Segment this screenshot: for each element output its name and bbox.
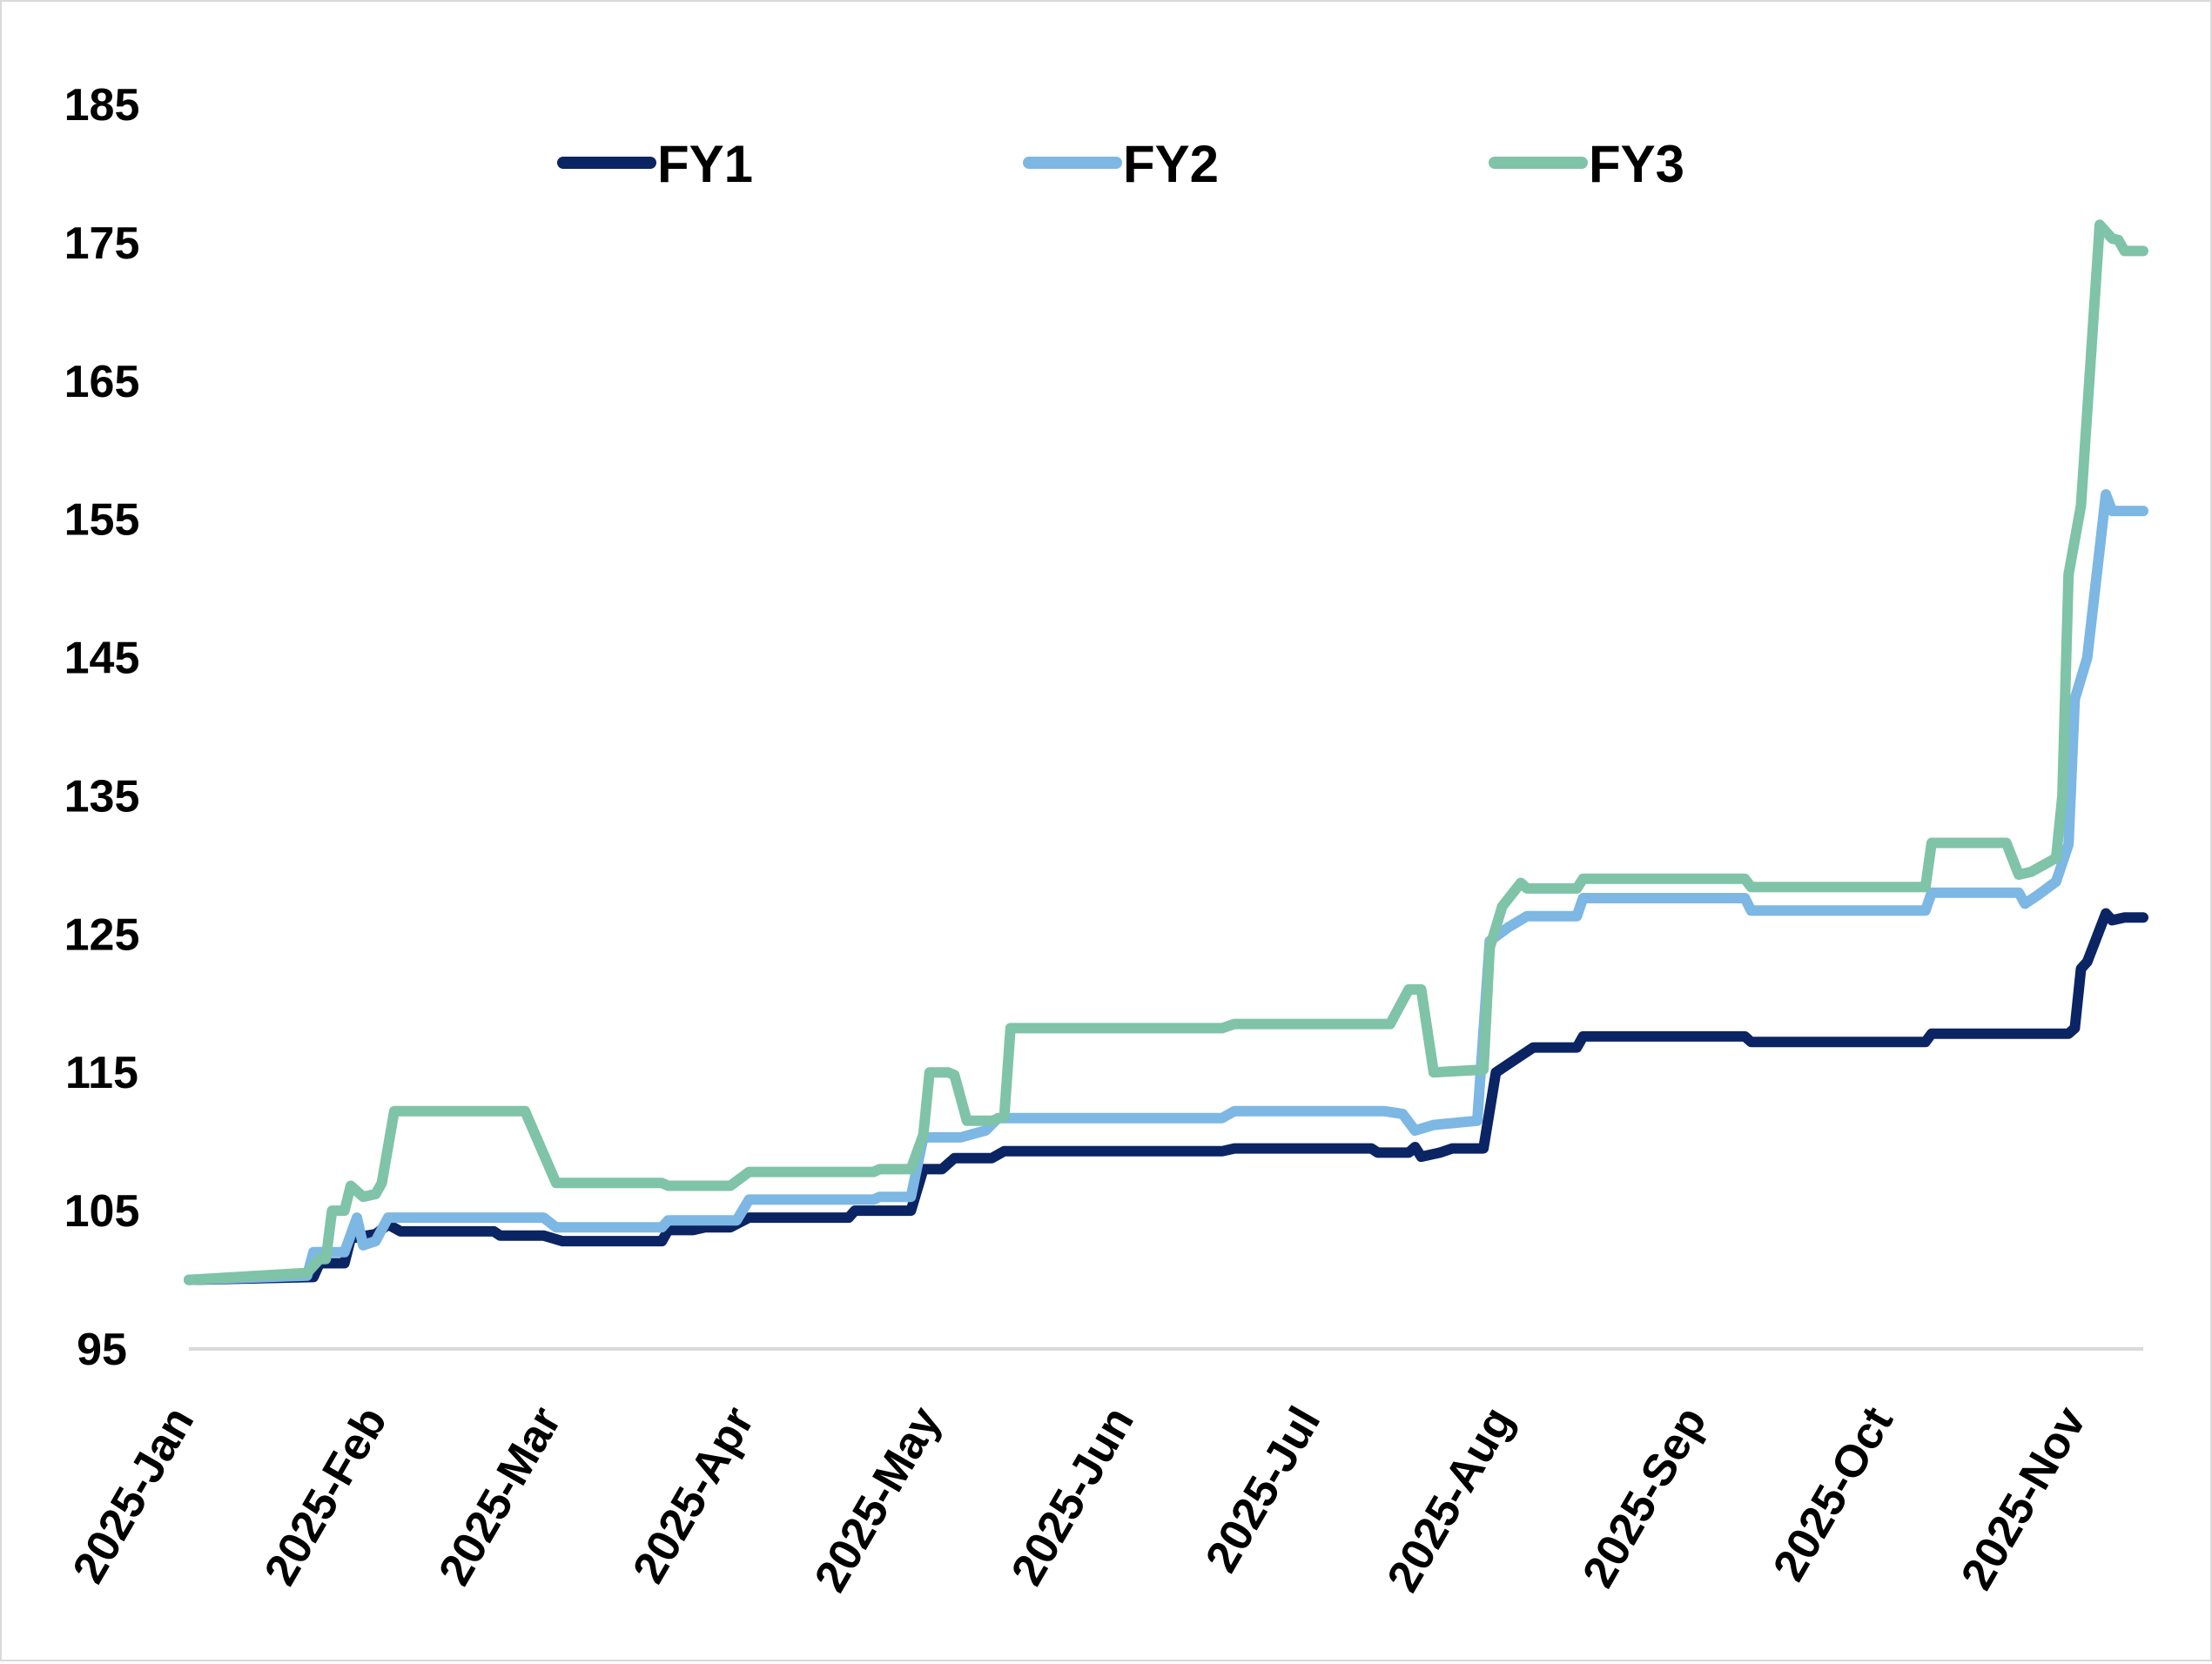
x-tick-label-2025-may: 2025-May — [805, 1399, 951, 1600]
x-tick-label-2025-apr: 2025-Apr — [623, 1399, 764, 1592]
series-line-fy2 — [184, 489, 2148, 1285]
y-tick-label-155: 155 — [64, 495, 140, 546]
x-tick-label-2025-jun: 2025-Jun — [1002, 1399, 1144, 1594]
x-tick-label-2025-sep: 2025-Sep — [1573, 1399, 1716, 1596]
y-tick-label-135: 135 — [64, 771, 140, 822]
y-tick-label-125: 125 — [64, 909, 140, 960]
y-tick-label-105: 105 — [64, 1186, 140, 1237]
x-tick-label-2025-mar: 2025-Mar — [429, 1399, 571, 1594]
y-tick-label-145: 145 — [64, 634, 140, 684]
x-axis: 2025-Jan 2025-Feb 2025-Mar 2025-Apr 2025-May… — [64, 1399, 2096, 1600]
x-tick-label-2025-feb: 2025-Feb — [255, 1399, 397, 1594]
legend-label-fy2: FY2 — [1123, 135, 1219, 193]
y-tick-label-175: 175 — [64, 218, 140, 269]
x-tick-label-2025-jul: 2025-Jul — [1196, 1399, 1330, 1580]
legend-item-fy1: FY1 — [557, 135, 753, 193]
x-tick-label-2025-oct: 2025-Oct — [1764, 1399, 1903, 1589]
x-tick-label-2025-jan: 2025-Jan — [64, 1399, 205, 1592]
series-line-fy1 — [184, 908, 2148, 1285]
y-tick-label-165: 165 — [64, 357, 140, 407]
x-tick-label-2025-aug: 2025-Aug — [1378, 1399, 1523, 1600]
y-tick-label-185: 185 — [64, 80, 140, 131]
legend-label-fy1: FY1 — [657, 135, 753, 193]
y-axis: 95 105 115 125 135 145 155 165 175 185 — [64, 80, 140, 1375]
legend-item-fy2: FY2 — [1023, 135, 1219, 193]
series-line-fy3 — [184, 219, 2148, 1285]
legend-label-fy3: FY3 — [1589, 135, 1684, 193]
legend-item-fy3: FY3 — [1489, 135, 1684, 193]
y-tick-label-115: 115 — [65, 1048, 138, 1098]
series-layer — [184, 219, 2148, 1285]
y-tick-label-95: 95 — [77, 1325, 127, 1375]
x-tick-label-2025-nov: 2025-Nov — [1952, 1399, 2096, 1598]
legend: FY1 FY2 FY3 — [557, 135, 1684, 193]
